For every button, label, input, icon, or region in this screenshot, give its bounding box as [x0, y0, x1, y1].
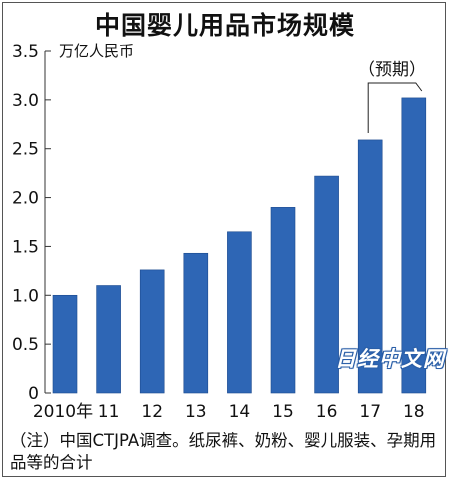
x-tick-label: 16 — [316, 402, 338, 422]
y-tick-label: 0.5 — [12, 335, 39, 355]
x-tick-label: 12 — [141, 402, 163, 422]
x-tick-label: 2010年 — [33, 402, 93, 422]
x-tick-label: 17 — [359, 402, 381, 422]
y-tick-label: 3.0 — [12, 91, 39, 111]
x-tick-label: 15 — [272, 402, 294, 422]
y-tick-label: 1.5 — [12, 237, 39, 257]
bar-13 — [183, 252, 209, 394]
bar-11 — [96, 285, 121, 394]
y-tick-label: 3.5 — [12, 42, 39, 62]
y-tick-label: 2.0 — [12, 189, 39, 209]
bar-12 — [139, 269, 165, 394]
y-tick-label: 2.5 — [12, 140, 39, 160]
y-tick-label: 0 — [28, 384, 39, 404]
bar-18 — [401, 97, 427, 394]
bar-2010年 — [52, 294, 78, 394]
x-tick-label: 13 — [185, 402, 207, 422]
x-tick-label: 18 — [403, 402, 425, 422]
footnote: （注）中国CTJPA调查。纸尿裤、奶粉、婴儿服装、孕期用品等的合计 — [10, 431, 437, 472]
x-tick-label: 14 — [229, 402, 251, 422]
y-axis-unit-label: 万亿人民币 — [59, 42, 135, 60]
bar-16 — [314, 175, 339, 394]
bar-14 — [227, 231, 252, 394]
y-tick-label: 1.0 — [12, 286, 39, 306]
forecast-bracket — [367, 82, 423, 133]
bar-17 — [357, 139, 383, 394]
x-tick-label: 11 — [98, 402, 120, 422]
chart-title: 中国婴儿用品市场规模 — [94, 11, 355, 40]
chart-frame — [2, 2, 446, 477]
watermark-logo: 日经中文网 — [335, 347, 445, 371]
bar-15 — [270, 207, 296, 394]
forecast-label: （预期） — [358, 60, 426, 80]
